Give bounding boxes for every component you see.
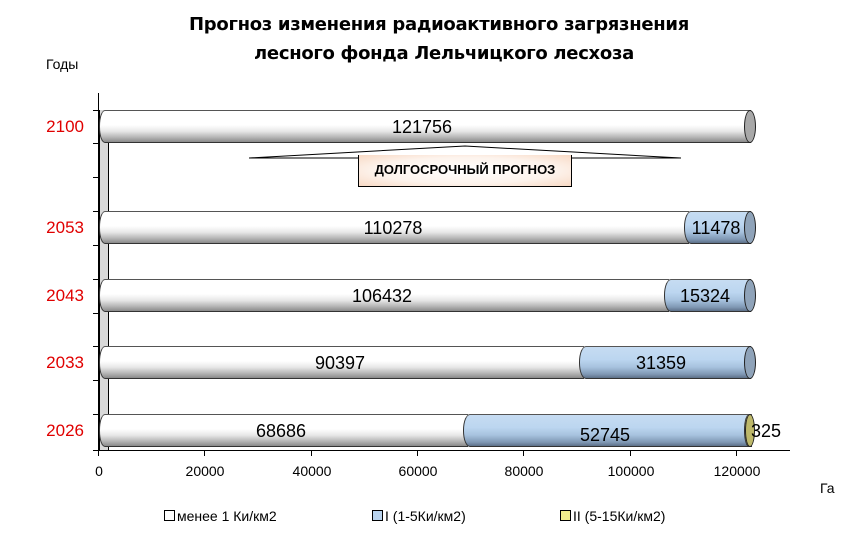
x-tick [311, 450, 312, 456]
bar-end-cap [744, 211, 756, 244]
bar-end-cap [744, 279, 756, 312]
legend-swatch-blue [372, 510, 383, 521]
x-tick [417, 450, 418, 456]
x-tick-label: 80000 [504, 463, 544, 479]
x-tick [98, 450, 99, 456]
legend-item-category-I: I (1-5Ки/км2) [372, 508, 466, 526]
y-label-2033: 2033 [46, 353, 84, 372]
y-tick [93, 110, 99, 111]
y-tick [93, 346, 99, 347]
value-label: 110278 [363, 218, 423, 238]
segment-below-1 [99, 414, 468, 447]
value-label: 11478 [691, 218, 741, 238]
value-label: 68686 [255, 421, 307, 441]
y-label-2026: 2026 [46, 421, 84, 440]
bar-end-cap [744, 110, 756, 143]
value-label: 106432 [351, 286, 413, 306]
legend-item-category-II: II (5-15Ки/км2) [560, 508, 665, 526]
legend-label: II (5-15Ки/км2) [573, 508, 666, 524]
x-tick-label: 20000 [185, 463, 225, 479]
y-tick [93, 245, 99, 246]
x-tick-label: 100000 [607, 463, 655, 479]
y-tick [93, 279, 99, 280]
segment-category-I [684, 211, 751, 244]
chart-title-line-2: лесного фонда Лельчицкого лесхоза [254, 43, 634, 64]
segment-category-I [664, 279, 751, 312]
segment-category-I [463, 414, 750, 447]
segment-below-1 [99, 346, 584, 379]
y-tick [93, 313, 99, 314]
x-tick-label: 40000 [292, 463, 332, 479]
bar-end-cap [745, 414, 755, 447]
y-label-2043: 2043 [46, 286, 84, 305]
value-label: 325 [750, 421, 782, 441]
x-tick [736, 450, 737, 456]
value-label: 90397 [314, 353, 366, 373]
y-tick [93, 143, 99, 144]
x-axis-unit: Га [820, 480, 835, 496]
segment-below-1 [99, 279, 669, 312]
value-label: 15324 [679, 286, 731, 306]
y-tick [93, 177, 99, 178]
x-tick-label: 0 [95, 463, 103, 479]
y-tick [93, 211, 99, 212]
x-tick [630, 450, 631, 456]
legend-swatch-white [164, 510, 175, 521]
segment-below-1 [99, 211, 689, 244]
segment-below-1 [99, 110, 751, 143]
y-axis-title: Годы [46, 56, 79, 72]
legend-swatch-yellow [560, 510, 571, 521]
x-tick [523, 450, 524, 456]
y-tick [93, 380, 99, 381]
x-tick-label: 120000 [713, 463, 761, 479]
y-axis-line [98, 93, 99, 450]
segment-category-I [579, 346, 751, 379]
chart-title: Прогноз изменения радиоактивного загрязн… [0, 10, 868, 68]
legend-label: I (1-5Ки/км2) [385, 508, 466, 524]
legend-item-below-1: менее 1 Ки/км2 [164, 508, 277, 526]
value-label: 52745 [579, 425, 631, 445]
y-tick [93, 450, 99, 451]
value-label: 121756 [391, 117, 453, 137]
y-label-2053: 2053 [46, 218, 84, 237]
bar-end-cap [744, 346, 756, 379]
value-label: 31359 [635, 353, 687, 373]
x-tick-label: 60000 [398, 463, 438, 479]
long-term-forecast-label: ДОЛГОСРОЧНЫЙ ПРОГНОЗ [358, 155, 572, 187]
x-tick [204, 450, 205, 456]
y-label-2100: 2100 [46, 117, 84, 136]
x-axis-line [98, 450, 790, 451]
chart-title-line-1: Прогноз изменения радиоактивного загрязн… [189, 14, 689, 35]
y-tick [93, 414, 99, 415]
legend-label: менее 1 Ки/км2 [177, 508, 277, 524]
